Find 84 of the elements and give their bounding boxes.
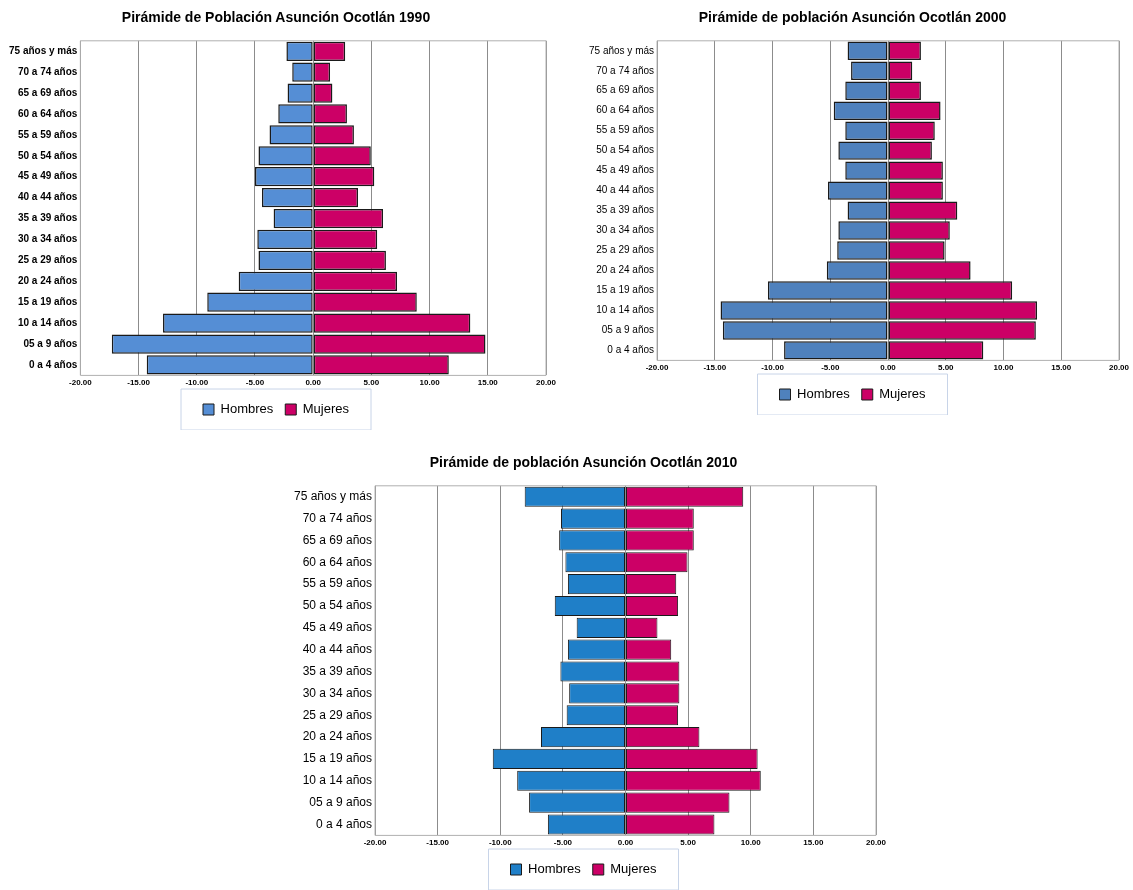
legend-label: Mujeres <box>302 401 350 417</box>
y-tick-label: 25 a 29 años <box>17 254 78 266</box>
x-tick-label: 15.00 <box>477 378 499 388</box>
y-tick-label: 20 a 24 años <box>302 729 373 744</box>
x-tick-label: -10.00 <box>761 363 785 373</box>
y-tick-label: 40 a 44 años <box>596 184 655 196</box>
y-tick-label: 45 a 49 años <box>596 164 655 176</box>
x-tick-label: -15.00 <box>426 838 450 848</box>
x-tick-label: -20.00 <box>645 363 669 373</box>
x-tick-label: -10.00 <box>488 838 513 848</box>
x-tick-label: -20.00 <box>69 378 93 388</box>
y-tick-label: 50 a 54 años <box>596 144 655 156</box>
x-tick-label: 0.00 <box>617 838 634 848</box>
x-tick-label: 20.00 <box>535 378 557 388</box>
y-tick-label: 15 a 19 años <box>17 295 78 307</box>
y-tick-label: 75 años y más <box>293 489 373 504</box>
y-tick-label: 05 a 9 años <box>601 324 655 336</box>
x-tick-label: 20.00 <box>1108 363 1130 373</box>
x-tick-label: 10.00 <box>740 838 762 848</box>
x-tick-label: -10.00 <box>185 378 209 388</box>
x-tick-label: 15.00 <box>803 838 824 848</box>
x-tick-label: -15.00 <box>703 363 727 373</box>
legend-label: Mujeres <box>879 386 926 402</box>
x-tick-label: 10.00 <box>419 378 441 388</box>
x-tick-label: -20.00 <box>363 838 387 848</box>
y-tick-label: 55 a 59 años <box>596 124 655 136</box>
y-tick-label: 40 a 44 años <box>302 641 373 656</box>
y-tick-label: 70 a 74 años <box>596 64 655 76</box>
y-tick-label: 45 a 49 años <box>17 170 78 182</box>
legend-label: Hombres <box>797 386 851 402</box>
y-tick-label: 0 a 4 años <box>29 358 78 370</box>
x-tick-label: 5.00 <box>937 363 955 373</box>
x-tick-label: 0.00 <box>305 378 322 388</box>
y-tick-label: 40 a 44 años <box>17 191 78 203</box>
y-tick-label: 70 a 74 años <box>302 510 373 525</box>
y-tick-label: 30 a 34 años <box>302 685 373 700</box>
y-tick-label: 05 a 9 años <box>23 337 78 349</box>
y-tick-label: 10 a 14 años <box>302 773 373 788</box>
y-tick-label: 60 a 64 años <box>302 554 373 569</box>
y-tick-label: 10 a 14 años <box>596 304 655 316</box>
y-tick-label: 30 a 34 años <box>17 233 78 245</box>
y-tick-label: 05 a 9 años <box>309 794 373 809</box>
y-tick-label: 60 a 64 años <box>17 107 78 119</box>
y-tick-label: 50 a 54 años <box>17 149 78 161</box>
legend-label: Mujeres <box>610 861 657 877</box>
x-tick-label: -15.00 <box>127 378 151 388</box>
y-tick-label: 15 a 19 años <box>302 751 373 766</box>
y-tick-label: 0 a 4 años <box>315 816 373 831</box>
y-tick-label: 35 a 39 años <box>17 212 78 224</box>
y-tick-label: 25 a 29 años <box>596 244 655 256</box>
y-tick-label: 65 a 69 años <box>17 86 78 98</box>
chart-title: Pirámide de Población Asunción Ocotlán 1990 <box>121 9 431 26</box>
y-tick-label: 20 a 24 años <box>17 275 78 287</box>
y-tick-label: 20 a 24 años <box>596 264 655 276</box>
x-tick-label: 0.00 <box>880 363 897 373</box>
y-tick-label: 45 a 49 años <box>302 620 373 635</box>
y-tick-label: 15 a 19 años <box>596 284 655 296</box>
chart-title: Pirámide de población Asunción Ocotlán 2010 <box>429 454 738 471</box>
y-tick-label: 55 a 59 años <box>17 128 78 140</box>
x-tick-label: 10.00 <box>993 363 1015 373</box>
y-tick-label: 25 a 29 años <box>302 707 373 722</box>
y-tick-label: 10 a 14 años <box>17 316 78 328</box>
y-tick-label: 75 años y más <box>9 45 78 57</box>
y-tick-label: 35 a 39 años <box>302 663 373 678</box>
y-tick-label: 55 a 59 años <box>302 576 373 591</box>
x-tick-label: 15.00 <box>1051 363 1072 373</box>
legend-label: Hombres <box>220 401 274 417</box>
y-tick-label: 0 a 4 años <box>607 344 655 356</box>
x-tick-label: -5.00 <box>245 378 265 388</box>
y-tick-label: 60 a 64 años <box>596 104 655 116</box>
x-tick-label: 5.00 <box>363 378 380 388</box>
x-tick-label: -5.00 <box>553 838 573 848</box>
x-tick-label: 20.00 <box>865 838 887 848</box>
x-tick-label: -5.00 <box>821 363 840 373</box>
y-tick-label: 30 a 34 años <box>596 224 655 236</box>
y-tick-label: 65 a 69 años <box>596 84 655 96</box>
y-tick-label: 50 a 54 años <box>302 598 373 613</box>
x-tick-label: 5.00 <box>680 838 697 848</box>
y-tick-label: 70 a 74 años <box>17 65 78 77</box>
y-tick-label: 75 años y más <box>588 44 655 56</box>
chart-title: Pirámide de población Asunción Ocotlán 2000 <box>698 9 1007 26</box>
y-tick-label: 35 a 39 años <box>596 204 655 216</box>
y-tick-label: 65 a 69 años <box>302 532 373 547</box>
legend-label: Hombres <box>528 861 582 877</box>
